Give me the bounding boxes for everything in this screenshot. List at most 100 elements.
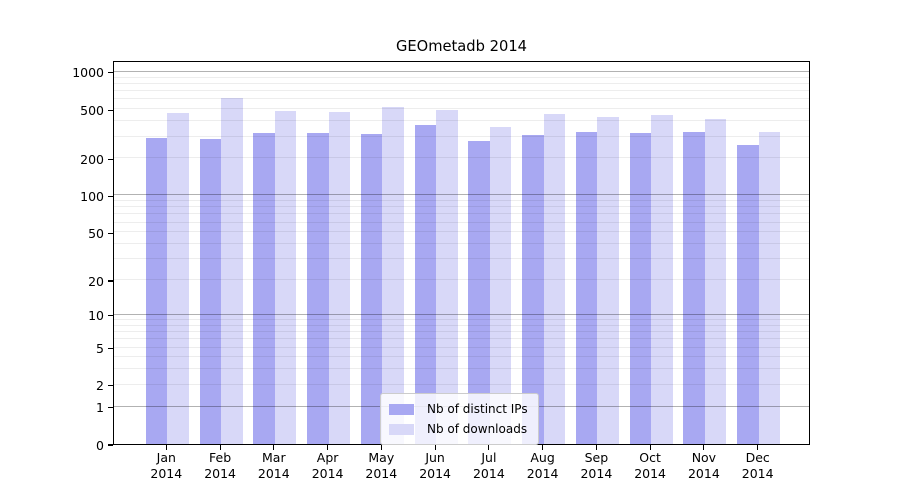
minor-gridline: [114, 331, 809, 332]
minor-gridline: [114, 346, 809, 348]
y-tick-label: 2: [96, 378, 104, 394]
minor-gridline: [114, 338, 809, 340]
x-tick-label-year: 2014: [741, 466, 774, 481]
minor-gridline: [114, 98, 809, 100]
major-gridline: [114, 70, 809, 72]
x-tick-label: Oct 2014: [618, 450, 682, 482]
y-tick-mark: [108, 444, 113, 446]
y-tick-label: 1000: [72, 65, 104, 81]
x-tick-mark: [542, 445, 544, 450]
y-tick-label: 0: [96, 437, 104, 453]
x-tick-label: Dec 2014: [726, 450, 790, 482]
y-tick-mark: [108, 280, 113, 282]
bar-downloads: [382, 106, 404, 444]
x-tick-label-year: 2014: [365, 466, 398, 481]
x-tick-label: Apr 2014: [296, 450, 360, 482]
bar-distinct-ips: [360, 133, 383, 444]
bar-downloads: [651, 114, 673, 444]
x-tick-label: Jun 2014: [403, 450, 467, 482]
y-tick-mark: [108, 195, 113, 197]
minor-gridline: [114, 76, 809, 78]
x-tick-label: Jul 2014: [457, 450, 521, 482]
x-tick-mark: [165, 445, 167, 450]
x-tick-mark: [380, 445, 382, 450]
legend-entry: Nb of distinct IPs: [389, 399, 528, 419]
bar-distinct-ips: [307, 133, 329, 444]
x-tick-label: Jan 2014: [134, 450, 198, 482]
legend-swatch: [389, 423, 414, 435]
minor-gridline: [114, 135, 809, 137]
x-tick-label-year: 2014: [419, 466, 451, 481]
y-tick-label: 20: [88, 273, 104, 289]
y-tick-mark: [108, 72, 113, 74]
x-tick-label: Nov 2014: [672, 450, 736, 482]
legend-label: Nb of downloads: [427, 422, 528, 436]
bar-distinct-ips: [468, 141, 490, 444]
y-tick-mark: [108, 232, 113, 234]
x-tick-label-year: 2014: [634, 466, 666, 481]
minor-gridline: [114, 120, 809, 122]
bar-distinct-ips: [522, 134, 544, 444]
bar-downloads: [704, 119, 727, 444]
bar-downloads: [328, 112, 351, 444]
x-tick-label-year: 2014: [257, 466, 290, 481]
y-tick-mark: [108, 407, 113, 409]
minor-gridline: [114, 279, 809, 280]
minor-gridline: [114, 200, 809, 201]
x-tick-mark: [434, 445, 436, 450]
x-tick-mark: [649, 445, 651, 450]
x-tick-label-year: 2014: [311, 466, 344, 481]
legend: Nb of distinct IPs Nb of downloads: [380, 393, 539, 445]
bar-downloads: [274, 110, 297, 444]
x-tick-label: Feb 2014: [188, 450, 252, 482]
minor-gridline: [114, 82, 809, 84]
bar-distinct-ips: [629, 132, 652, 444]
minor-gridline: [114, 221, 809, 223]
bar-distinct-ips: [575, 131, 598, 444]
bar-downloads: [489, 127, 512, 444]
minor-gridline: [114, 318, 809, 320]
major-gridline: [114, 194, 809, 196]
bar-downloads: [221, 97, 243, 444]
y-tick-label: 50: [88, 225, 104, 241]
plot-area: Nb of distinct IPs Nb of downloads: [113, 61, 810, 445]
minor-gridline: [114, 108, 809, 110]
bar-downloads: [436, 109, 458, 444]
minor-gridline: [114, 242, 809, 244]
bar-downloads: [597, 117, 619, 444]
minor-gridline: [114, 368, 809, 370]
x-tick-label: Aug 2014: [511, 450, 575, 482]
y-tick-label: 10: [88, 308, 104, 324]
x-tick-mark: [757, 445, 759, 450]
minor-gridline: [114, 258, 809, 259]
x-tick-label: Mar 2014: [242, 450, 306, 482]
bar-distinct-ips: [737, 144, 759, 444]
x-tick-mark: [488, 445, 490, 450]
x-tick-label-year: 2014: [150, 466, 183, 481]
bar-downloads: [758, 131, 781, 444]
y-tick-mark: [108, 347, 113, 350]
x-tick-label: Sep 2014: [564, 450, 628, 482]
bar-distinct-ips: [683, 131, 705, 444]
y-tick-label: 500: [80, 102, 104, 118]
minor-gridline: [114, 324, 809, 326]
x-tick-label-year: 2014: [204, 466, 236, 481]
x-tick-label-year: 2014: [472, 466, 505, 481]
minor-gridline: [114, 383, 809, 385]
bar-downloads: [167, 113, 189, 444]
y-tick-label: 100: [80, 188, 104, 204]
x-tick-mark: [327, 445, 329, 450]
chart-title: GEOmetadb 2014: [395, 38, 528, 55]
legend-entry: Nb of downloads: [389, 419, 528, 439]
bar-distinct-ips: [145, 138, 168, 444]
y-tick-mark: [108, 315, 113, 317]
bar-distinct-ips: [414, 124, 437, 444]
x-tick-label-year: 2014: [687, 466, 720, 481]
bar-downloads: [543, 114, 566, 444]
bar-distinct-ips: [199, 139, 222, 444]
minor-gridline: [114, 157, 809, 159]
legend-swatch: [389, 403, 414, 415]
x-tick-label-year: 2014: [580, 466, 613, 481]
minor-gridline: [114, 206, 809, 208]
y-tick-label: 1: [96, 400, 104, 416]
